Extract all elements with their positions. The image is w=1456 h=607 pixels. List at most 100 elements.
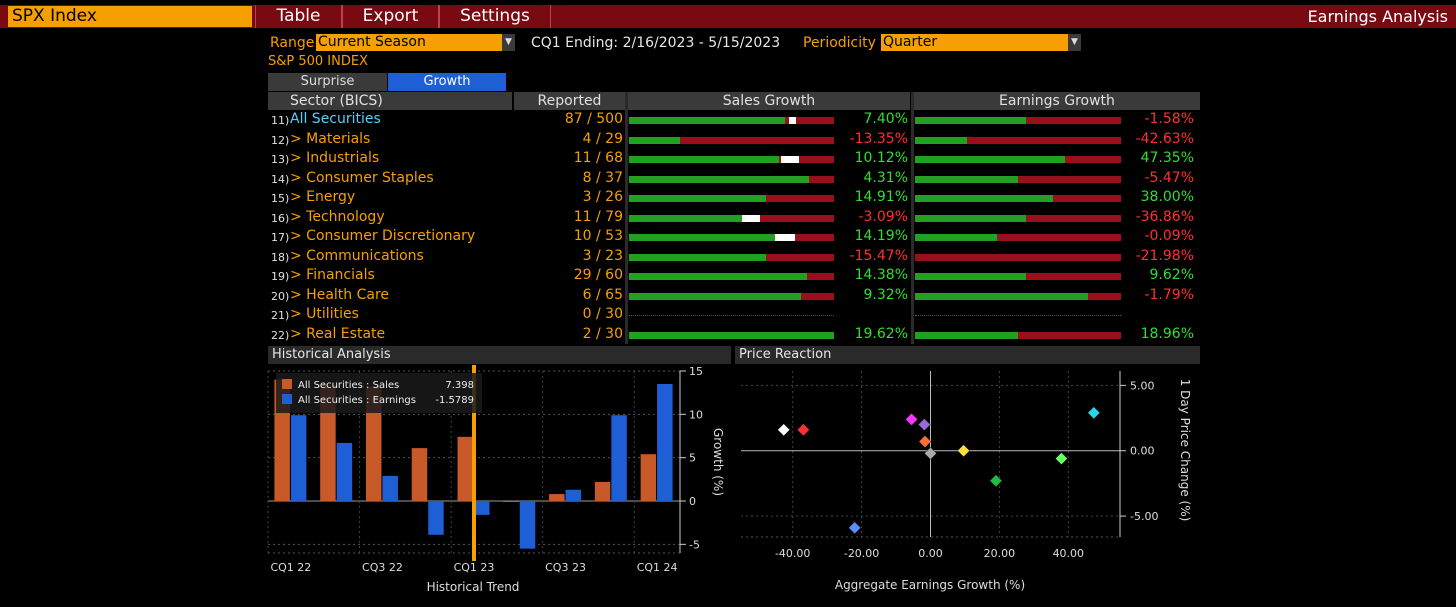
earnings-growth-bar-positive — [915, 156, 1065, 163]
reported-count: 87 / 500 — [564, 111, 623, 127]
table-menu[interactable]: Table — [255, 5, 342, 28]
sector-name[interactable]: > Technology — [290, 208, 385, 225]
current-period-highlight — [472, 365, 476, 561]
column-separator — [625, 92, 628, 344]
historical-chart: -5 0 5 10 15 CQ1 22 CQ3 22 CQ1 23 CQ3 23 CQ1 24 Hi… — [267, 365, 725, 594]
sales-growth-value: 9.32% — [863, 286, 908, 303]
reported-count: 4 / 29 — [578, 130, 623, 147]
periodicity-dropdown-arrow-icon[interactable]: ▼ — [1068, 34, 1081, 51]
sector-name[interactable]: > Industrials — [290, 150, 380, 166]
scatter-point — [1055, 452, 1068, 465]
earnings-growth-bar-negative — [1026, 214, 1121, 222]
sales-growth-value: 14.38% — [854, 267, 908, 283]
range-dropdown[interactable]: Current Season — [316, 34, 502, 51]
price-reaction-chart: -40.00 -20.00 0.00 20.00 40.00 5.00 0.00 -5.00 A… — [741, 371, 1192, 592]
earnings-growth-value: 38.00% — [1140, 189, 1194, 205]
row-number: 15) — [271, 192, 290, 205]
earnings-bar — [474, 501, 490, 515]
earnings-growth-value: -5.47% — [1144, 169, 1194, 186]
sales-growth-bar-negative — [680, 136, 834, 144]
header-separator — [512, 92, 514, 110]
sector-name[interactable]: > Utilities — [290, 306, 359, 322]
x-tick-label: CQ3 22 — [362, 561, 403, 574]
earnings-growth-empty-bar — [915, 315, 1121, 316]
sector-name[interactable]: > Energy — [290, 189, 356, 205]
sector-name[interactable]: > Financials — [290, 267, 375, 283]
price-reaction-header: Price Reaction — [735, 346, 1200, 364]
period-text: CQ1 Ending: 2/16/2023 - 5/15/2023 — [531, 35, 781, 51]
row-number: 21) — [271, 309, 290, 322]
y-axis-title: Growth (%) — [711, 428, 725, 496]
earnings-growth-value: -36.86% — [1135, 208, 1194, 225]
y-tick-label: 0 — [689, 495, 696, 508]
sector-name[interactable]: All Securities — [290, 111, 381, 127]
sales-growth-bar-negative — [785, 117, 834, 124]
earnings-growth-column-header[interactable]: Earnings Growth — [914, 92, 1200, 110]
sector-name[interactable]: > Consumer Staples — [290, 169, 434, 186]
settings-menu[interactable]: Settings — [439, 5, 551, 28]
earnings-growth-bar-positive — [915, 292, 1088, 300]
sales-growth-bar-positive — [629, 195, 766, 202]
x-tick-label: 20.00 — [984, 547, 1016, 560]
sector-name[interactable]: > Real Estate — [290, 325, 386, 342]
security-field[interactable]: SPX Index — [8, 6, 252, 27]
scatter-point — [797, 423, 810, 437]
x-tick-label: -40.00 — [775, 547, 810, 560]
earnings-growth-value: -1.79% — [1144, 286, 1194, 303]
row-number: 13) — [271, 153, 290, 166]
earnings-growth-bar-positive — [915, 136, 967, 144]
periodicity-label: Periodicity — [803, 35, 876, 51]
sales-growth-value: -3.09% — [858, 208, 908, 225]
sector-name[interactable]: > Consumer Discretionary — [290, 228, 476, 244]
earnings-growth-value: -0.09% — [1144, 228, 1194, 244]
earnings-bar — [336, 442, 353, 501]
sales-growth-value: 19.62% — [854, 325, 908, 342]
earnings-growth-bar-negative — [1026, 273, 1121, 280]
row-number: 19) — [271, 270, 290, 283]
sector-name[interactable]: > Materials — [290, 130, 371, 147]
export-menu[interactable]: Export — [342, 5, 439, 28]
earnings-growth-bar-negative — [1018, 175, 1121, 183]
earnings-bar — [382, 475, 398, 501]
sales-growth-empty-bar — [629, 315, 834, 316]
x-axis-title: Aggregate Earnings Growth (%) — [835, 578, 1025, 592]
sales-bar — [549, 494, 565, 501]
range-dropdown-arrow-icon[interactable]: ▼ — [502, 34, 515, 51]
sector-name[interactable]: > Communications — [290, 247, 424, 264]
legend-value: 7.398 — [445, 380, 474, 391]
row-number: 22) — [271, 328, 290, 342]
sales-growth-marker — [789, 117, 796, 124]
tab-growth[interactable]: Growth — [388, 73, 506, 91]
row-number: 18) — [271, 250, 290, 264]
tab-surprise[interactable]: Surprise — [268, 73, 387, 91]
earnings-growth-value: 9.62% — [1149, 267, 1194, 283]
earnings-growth-value: -1.58% — [1144, 111, 1194, 127]
earnings-growth-bar-negative — [1053, 195, 1121, 202]
x-tick-label: CQ1 23 — [454, 561, 495, 574]
earnings-growth-bar-positive — [915, 195, 1053, 202]
earnings-bar — [290, 415, 307, 501]
x-axis-title: Historical Trend — [427, 580, 520, 594]
sales-growth-bar-negative — [766, 195, 834, 202]
earnings-growth-value: 18.96% — [1140, 325, 1194, 342]
sales-growth-value: -13.35% — [849, 130, 908, 147]
sector-column-header[interactable]: Sector (BICS) — [268, 92, 512, 110]
x-tick-label: CQ3 23 — [545, 561, 586, 574]
legend-box — [276, 373, 482, 413]
sales-growth-bar-positive — [629, 117, 785, 124]
reported-count: 11 / 79 — [573, 208, 623, 225]
sales-growth-bar-positive — [629, 292, 801, 300]
reported-count: 0 / 30 — [578, 306, 623, 322]
historical-analysis-header: Historical Analysis — [268, 346, 731, 364]
scatter-point — [905, 413, 918, 426]
sales-growth-column-header[interactable]: Sales Growth — [628, 92, 910, 110]
scatter-point — [1087, 406, 1101, 420]
periodicity-dropdown[interactable]: Quarter — [881, 34, 1068, 51]
sector-name[interactable]: > Health Care — [290, 286, 390, 303]
sales-bar — [640, 454, 657, 501]
earnings-growth-bar-positive — [915, 234, 997, 241]
legend-value: -1.5789 — [435, 395, 474, 406]
reported-count: 29 / 60 — [573, 267, 623, 283]
reported-column-header[interactable]: Reported — [514, 92, 625, 110]
y-tick-label: 10 — [689, 408, 703, 421]
